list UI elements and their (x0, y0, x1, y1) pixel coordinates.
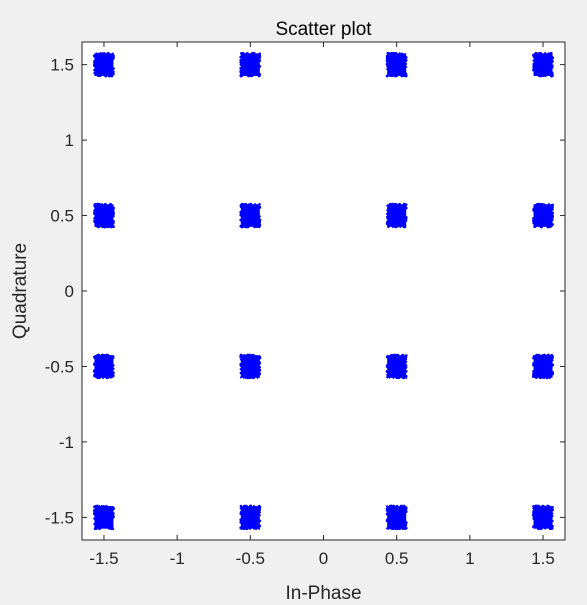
x-tick-label: 1 (465, 549, 474, 568)
y-tick-label: 0 (65, 282, 74, 301)
constellation-point (385, 504, 408, 531)
ticks-layer: -1.5 -1 -0.5 0 0.5 1 1.5 1.5 1 0.5 0 -0.5 -1 -1.5 (45, 42, 565, 568)
x-axis-title: In-Phase (285, 583, 361, 604)
plot-area (82, 42, 565, 540)
y-tick-label: 0.5 (50, 207, 74, 226)
x-tick-label: 0.5 (385, 549, 409, 568)
y-axis-title: Quadrature (10, 243, 31, 339)
x-tick-label: 1.5 (531, 549, 555, 568)
x-tick-label: -0.5 (236, 549, 265, 568)
y-tick-label: -0.5 (45, 357, 74, 376)
constellation-point (92, 52, 115, 78)
constellation-point (385, 51, 408, 78)
constellation-point (239, 504, 262, 531)
constellation-point (239, 202, 262, 229)
constellation-point (92, 353, 115, 380)
points-layer (92, 51, 555, 531)
constellation-point (92, 202, 115, 229)
x-tick-label: 0 (319, 549, 328, 568)
y-tick-label: -1 (59, 433, 74, 452)
y-tick-label: -1.5 (45, 508, 74, 527)
constellation-point (532, 353, 555, 380)
constellation-point (385, 353, 408, 380)
constellation-point (92, 504, 115, 531)
constellation-point (532, 51, 555, 78)
constellation-point (385, 202, 408, 229)
y-tick-label: 1.5 (50, 56, 74, 75)
constellation-point (532, 202, 555, 229)
y-tick-label: 1 (65, 131, 74, 150)
constellation-point (239, 51, 262, 78)
constellation-point (532, 504, 554, 531)
x-tick-label: -1.5 (89, 549, 118, 568)
x-tick-label: -1 (170, 549, 185, 568)
chart-title: Scatter plot (275, 19, 372, 40)
constellation-point (239, 353, 262, 380)
